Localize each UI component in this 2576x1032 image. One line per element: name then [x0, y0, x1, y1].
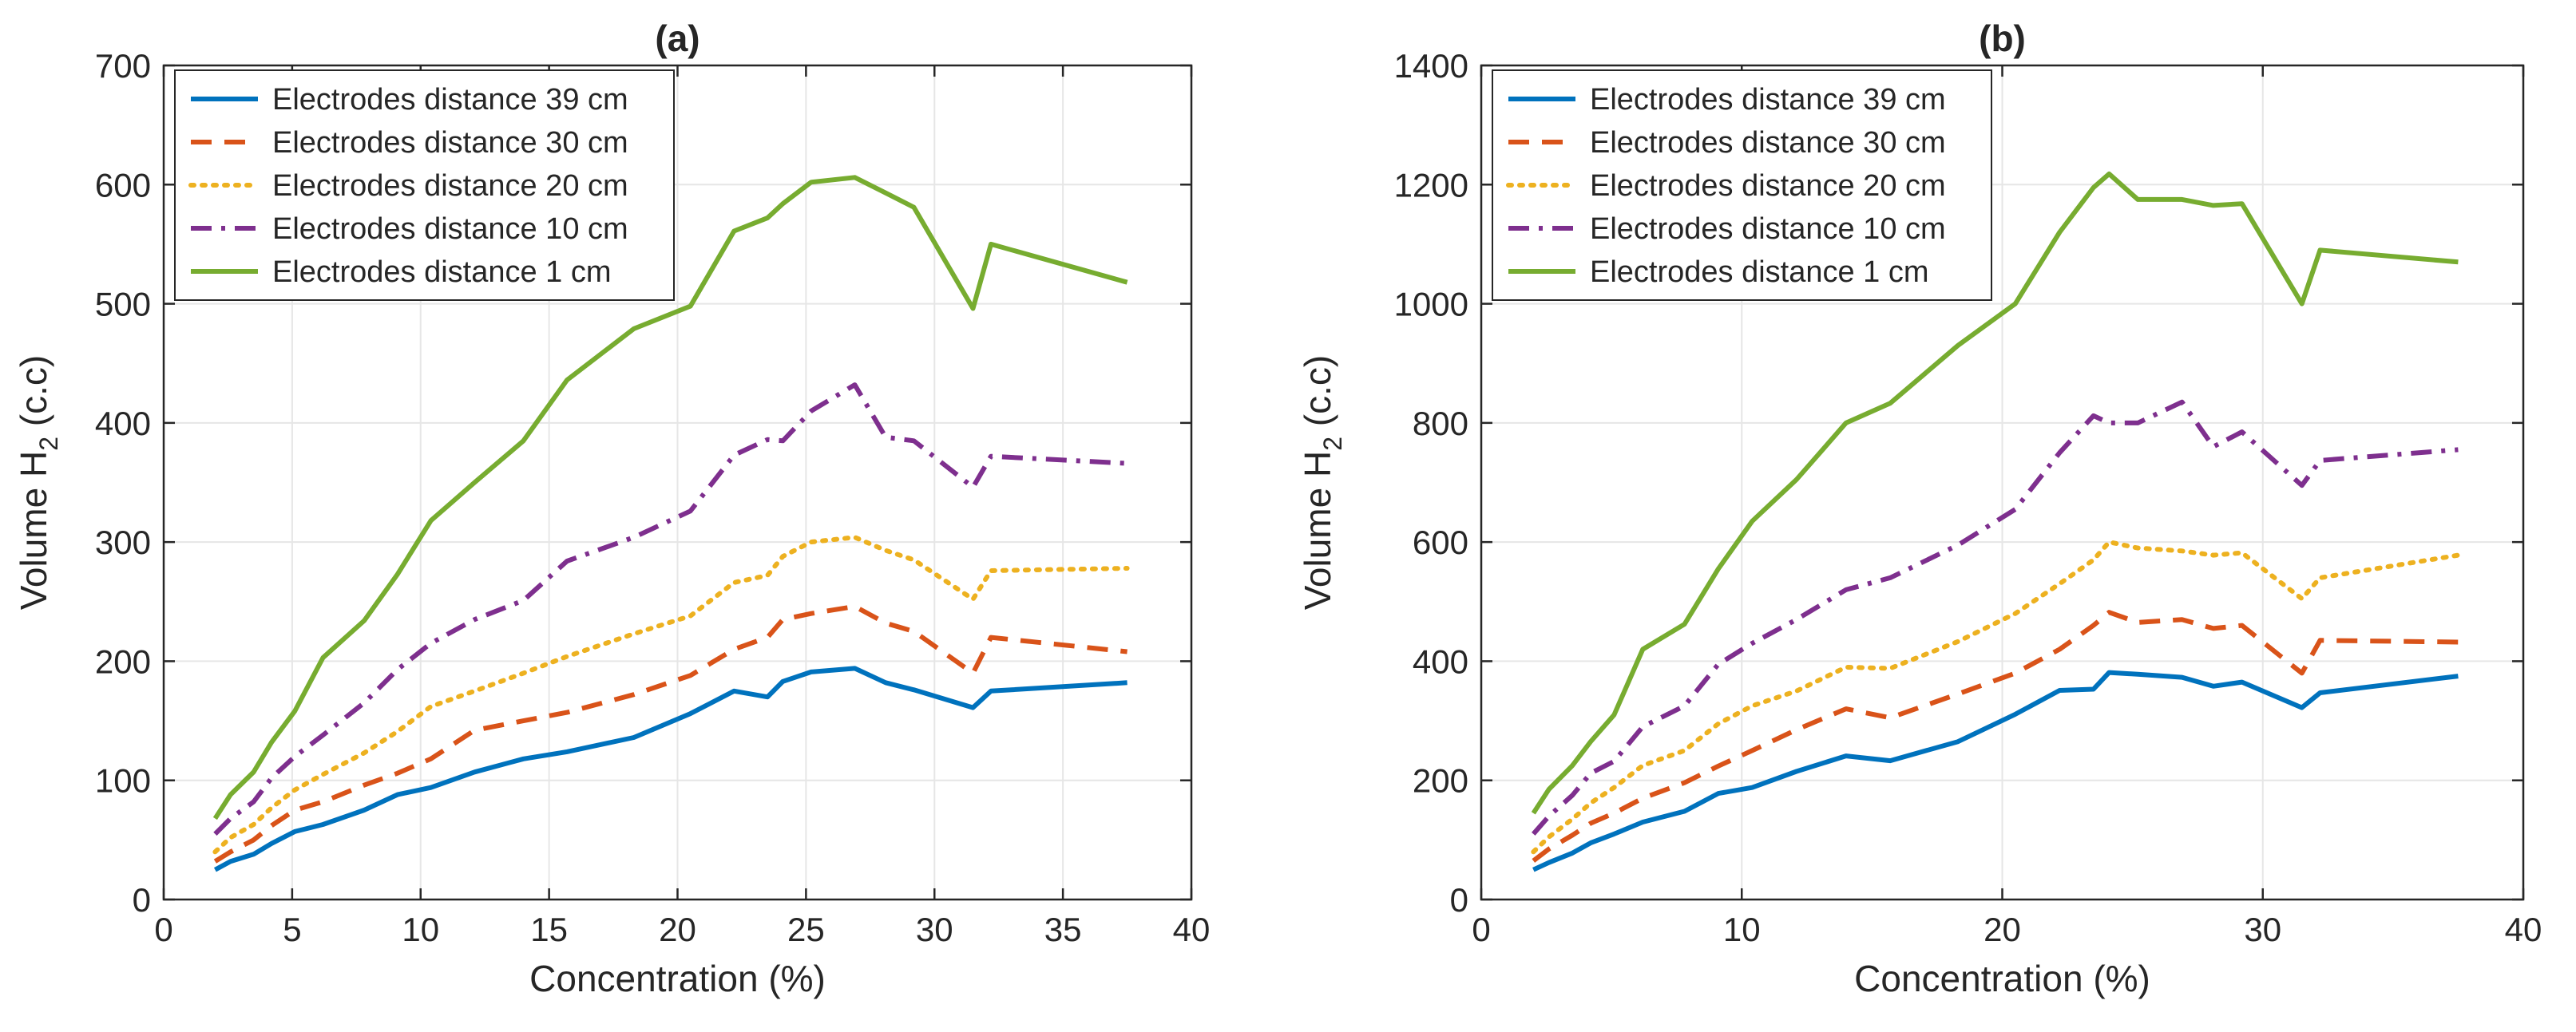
legend-label-4: Electrodes distance 1 cm — [1590, 255, 1929, 289]
chart-panel-b: 0 10 20 30 400200400600800100012001400(b)Con… — [1297, 18, 2542, 999]
x-axis-label: Concentration (%) — [529, 958, 826, 999]
y-tick-label: 500 — [95, 286, 151, 323]
legend: Electrodes distance 39 cm Electrodes dist… — [174, 69, 675, 301]
series-line-0 — [213, 666, 1127, 872]
chart-title: (b) — [1979, 18, 2026, 59]
y-tick-label: 200 — [95, 643, 151, 680]
y-tick-label: 0 — [1450, 881, 1468, 919]
y-tick-label: 200 — [1413, 762, 1468, 800]
series-line-1 — [213, 603, 1127, 864]
legend-label-4: Electrodes distance 1 cm — [272, 255, 612, 289]
legend-label-3: Electrodes distance 10 cm — [272, 212, 628, 246]
x-tick-label: 30 — [916, 911, 953, 948]
series-line-1 — [1532, 610, 2459, 863]
y-tick-label: 0 — [133, 881, 151, 919]
series-line-2 — [1531, 540, 2461, 855]
y-tick-label: 400 — [1413, 643, 1468, 680]
chart-title: (a) — [655, 18, 699, 59]
y-tick-label: 300 — [95, 524, 151, 561]
y-axis-label: Volume H2 (c.c) — [13, 355, 63, 610]
x-tick-label: 10 — [402, 911, 439, 948]
series-line-2 — [212, 535, 1130, 855]
x-tick-label: 40 — [1173, 911, 1211, 948]
y-axis-label-main: Volume H — [1297, 451, 1338, 610]
y-tick-label: 1000 — [1394, 286, 1468, 323]
y-axis-label-sub: 2 — [34, 437, 63, 451]
legend-label-0: Electrodes distance 39 cm — [272, 83, 628, 117]
x-tick-label: 10 — [1723, 911, 1761, 948]
y-tick-label: 100 — [95, 762, 151, 800]
x-tick-label: 20 — [1984, 911, 2021, 948]
x-tick-label: 40 — [2505, 911, 2542, 948]
series-line-0 — [1532, 670, 2459, 872]
legend-box — [174, 69, 675, 301]
legend-label-2: Electrodes distance 20 cm — [1590, 169, 1946, 203]
x-tick-label: 30 — [2244, 911, 2281, 948]
y-tick-label: 400 — [95, 405, 151, 442]
y-tick-label: 600 — [1413, 524, 1468, 561]
x-tick-label: 20 — [659, 911, 696, 948]
series-line-4 — [1531, 171, 2459, 815]
x-tick-label: 25 — [787, 911, 825, 948]
y-axis-label: Volume H2 (c.c) — [1297, 355, 1347, 610]
y-tick-label: 600 — [95, 166, 151, 204]
legend: Electrodes distance 39 cm Electrodes dist… — [1492, 69, 1992, 301]
legend-label-1: Electrodes distance 30 cm — [272, 126, 628, 160]
y-tick-label: 700 — [95, 47, 151, 85]
y-axis-label-unit: (c.c) — [13, 355, 54, 437]
series-line-3 — [1532, 399, 2459, 836]
legend-label-3: Electrodes distance 10 cm — [1590, 212, 1946, 246]
legend-label-2: Electrodes distance 20 cm — [272, 169, 628, 203]
legend-box — [1492, 69, 1992, 301]
legend-label-1: Electrodes distance 30 cm — [1590, 126, 1946, 160]
series-line-4 — [212, 175, 1128, 820]
chart-panel-a: 0 5 10 15 20 25 30 35 400100200300400500600700(a… — [13, 18, 1210, 999]
x-tick-label: 0 — [1472, 911, 1490, 948]
x-tick-label: 0 — [154, 911, 172, 948]
y-tick-label: 1200 — [1394, 166, 1468, 204]
x-tick-label: 5 — [283, 911, 301, 948]
x-tick-label: 35 — [1044, 911, 1082, 948]
x-axis-label: Concentration (%) — [1854, 958, 2150, 999]
y-axis-label-sub: 2 — [1318, 437, 1347, 451]
y-axis-label-unit: (c.c) — [1297, 355, 1338, 437]
legend-label-0: Electrodes distance 39 cm — [1590, 83, 1946, 117]
series-line-3 — [213, 382, 1127, 836]
y-tick-label: 800 — [1413, 405, 1468, 442]
x-tick-label: 15 — [530, 911, 568, 948]
y-tick-label: 1400 — [1394, 47, 1468, 85]
y-axis-label-main: Volume H — [13, 451, 54, 610]
